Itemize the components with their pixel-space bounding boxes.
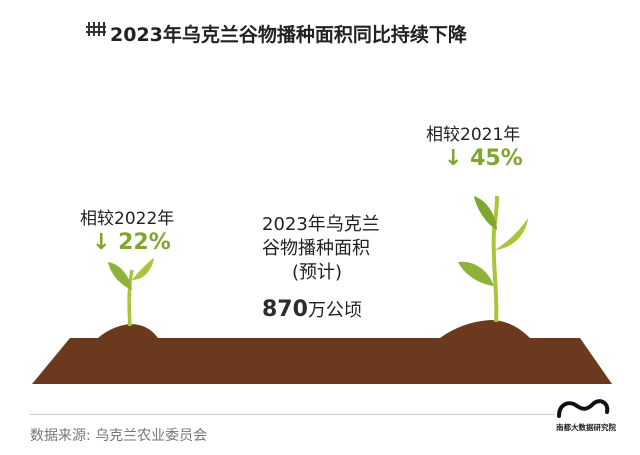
source-text: 数据来源: 乌克兰农业委员会 <box>30 428 208 444</box>
area-value: 870万公顷 <box>262 296 362 322</box>
soil-mound-right <box>440 320 530 338</box>
center-line-1: 2023年乌克兰 <box>262 214 380 235</box>
brand-logo-icon <box>555 396 611 424</box>
comparison-2021-label: 相较2021年 <box>426 125 521 145</box>
footer-divider <box>30 414 555 415</box>
center-line-2: 谷物播种面积 <box>262 238 370 259</box>
comparison-2022-change: ↓ 22% <box>92 230 171 255</box>
logo-text: 南都大数据研究院 <box>556 423 616 432</box>
comparison-2022-label: 相较2022年 <box>80 209 175 229</box>
soil-mound-left <box>98 324 158 338</box>
area-unit: 万公顷 <box>307 300 362 321</box>
comparison-2021-change: ↓ 45% <box>444 146 523 171</box>
area-number: 870 <box>262 297 308 322</box>
center-line-3: (预计) <box>292 262 343 283</box>
tall-sprout <box>458 195 528 323</box>
wheat-icon <box>86 20 106 42</box>
small-sprout <box>108 258 154 327</box>
page-title: 2023年乌克兰谷物播种面积同比持续下降 <box>110 24 467 46</box>
soil-ground <box>32 338 612 384</box>
